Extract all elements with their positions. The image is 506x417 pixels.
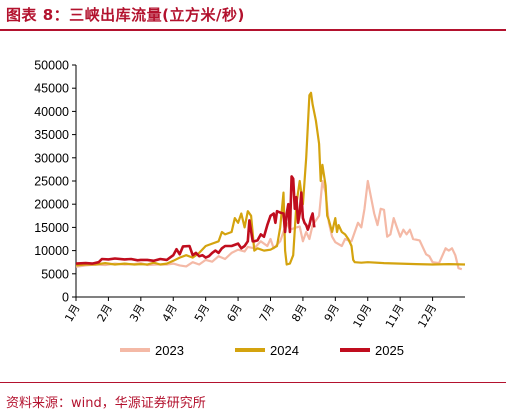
- title-underline: [0, 29, 506, 31]
- x-tick-label: 6月: [224, 302, 244, 324]
- source-divider: [0, 382, 506, 383]
- x-tick-label: 11月: [383, 302, 407, 330]
- y-tick-label: 45000: [34, 82, 69, 96]
- chart-title: 图表 8：三峡出库流量(立方米/秒): [6, 6, 245, 24]
- y-tick-label: 20000: [34, 198, 69, 212]
- x-tick-label: 8月: [289, 302, 309, 324]
- x-tick-label: 7月: [257, 302, 277, 324]
- x-tick-label: 2月: [95, 302, 115, 324]
- legend-label-2024: 2024: [270, 343, 299, 358]
- x-tick-label: 5月: [192, 302, 212, 324]
- chart: 0 5000 10000 15000 20000 25000 30000 35000 40000…: [34, 59, 466, 358]
- y-tick-label: 10000: [34, 244, 69, 258]
- x-tick-label: 12月: [415, 302, 439, 330]
- y-tick-label: 5000: [41, 267, 69, 281]
- legend-label-2023: 2023: [155, 343, 184, 358]
- legend-label-2025: 2025: [375, 343, 404, 358]
- y-tick-label: 25000: [34, 175, 69, 189]
- series-line-2025: [75, 175, 316, 265]
- y-tick-label: 30000: [34, 151, 69, 165]
- y-tick-label: 35000: [34, 128, 69, 142]
- x-tick-label: 3月: [127, 302, 147, 324]
- source-note: 资料来源：wind，华源证券研究所: [6, 396, 206, 411]
- series-line-2023: [75, 179, 463, 271]
- x-tick-label: 9月: [322, 302, 342, 324]
- y-tick-label: 0: [62, 291, 69, 305]
- y-tick-label: 50000: [34, 59, 69, 73]
- title-bar: 图表 8：三峡出库流量(立方米/秒): [0, 0, 506, 30]
- x-tick-label: 4月: [160, 302, 180, 324]
- x-tick-label: 1月: [62, 302, 82, 324]
- y-tick-label: 40000: [34, 105, 69, 119]
- y-tick-label: 15000: [34, 221, 69, 235]
- x-tick-label: 10月: [351, 302, 375, 330]
